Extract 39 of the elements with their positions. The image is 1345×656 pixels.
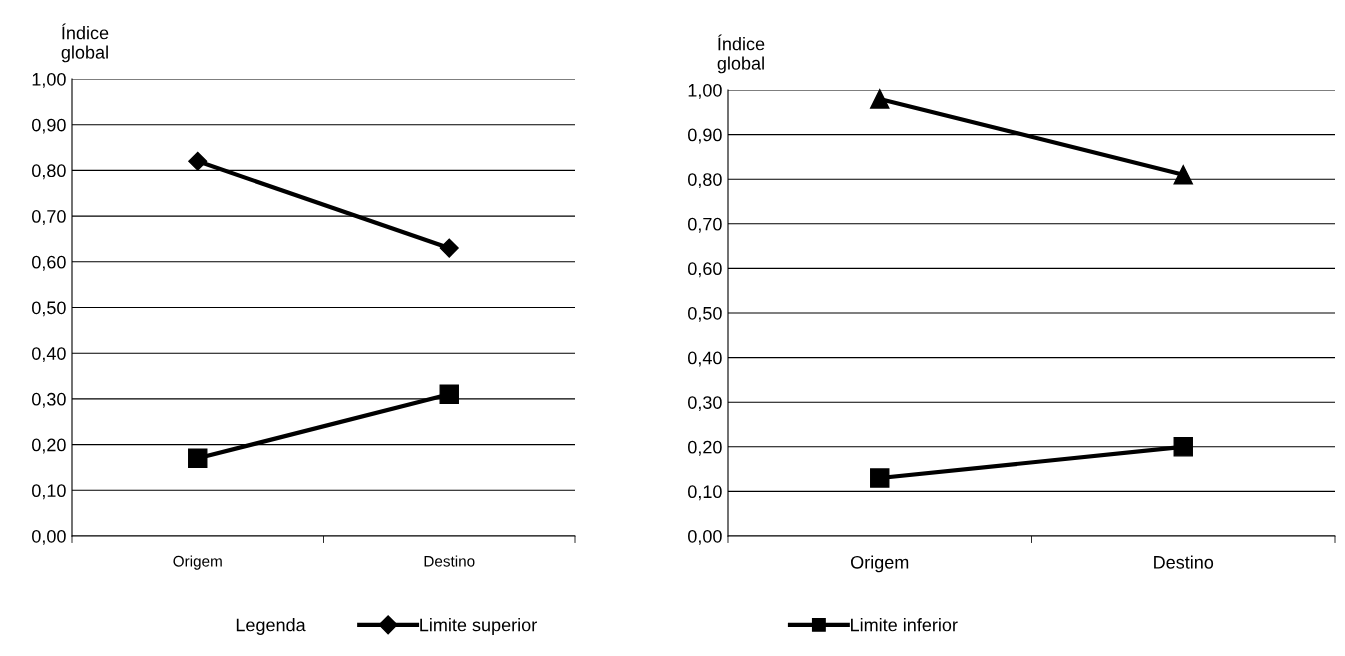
- y-tick-label: 1,00: [688, 83, 722, 99]
- y-axis-title: Índice global: [717, 34, 765, 74]
- point: [1173, 165, 1193, 185]
- y-tick-label: 0,70: [688, 217, 722, 233]
- y-tick-label: 0,80: [688, 173, 722, 189]
- y-tick-label: 0,10: [688, 485, 722, 501]
- y-tick-label: 1,00: [32, 72, 66, 88]
- y-tick-label: 0,60: [32, 255, 66, 271]
- point: [1173, 437, 1193, 457]
- y-tick-label: 0,50: [688, 306, 722, 322]
- y-tick-label: 0,30: [32, 392, 66, 408]
- point: [188, 151, 208, 171]
- y-tick-label: 0,00: [32, 529, 66, 545]
- y-tick-label: 0,60: [688, 262, 722, 278]
- y-tick-label: 0,40: [32, 347, 66, 363]
- y-tick-label: 0,90: [32, 118, 66, 134]
- point: [188, 448, 208, 469]
- y-tick-label: 0,00: [688, 529, 722, 545]
- point: [870, 89, 890, 109]
- y-tick-label: 0,20: [688, 440, 722, 456]
- point: [439, 384, 459, 405]
- x-tick-label: Origem: [851, 555, 909, 573]
- x-tick-label: Origem: [173, 555, 222, 570]
- y-tick-label: 0,90: [688, 128, 722, 144]
- legend-label: Limite superior: [420, 618, 537, 635]
- point: [439, 238, 459, 258]
- legend-label: Limite inferior: [851, 618, 958, 632]
- y-tick-label: 0,40: [688, 351, 722, 367]
- y-tick-label: 0,80: [32, 164, 66, 180]
- y-tick-label: 0,70: [32, 210, 66, 225]
- point: [870, 468, 890, 488]
- x-tick-label: Destino: [424, 555, 475, 567]
- y-axis-title: Índice global: [61, 23, 109, 63]
- y-tick-label: 0,30: [688, 396, 722, 412]
- y-tick-label: 0,20: [32, 438, 66, 454]
- x-tick-label: Destino: [1154, 555, 1214, 569]
- y-tick-label: 0,50: [32, 301, 66, 317]
- y-tick-label: 0,10: [32, 484, 66, 500]
- legend-title: Legenda: [236, 618, 306, 635]
